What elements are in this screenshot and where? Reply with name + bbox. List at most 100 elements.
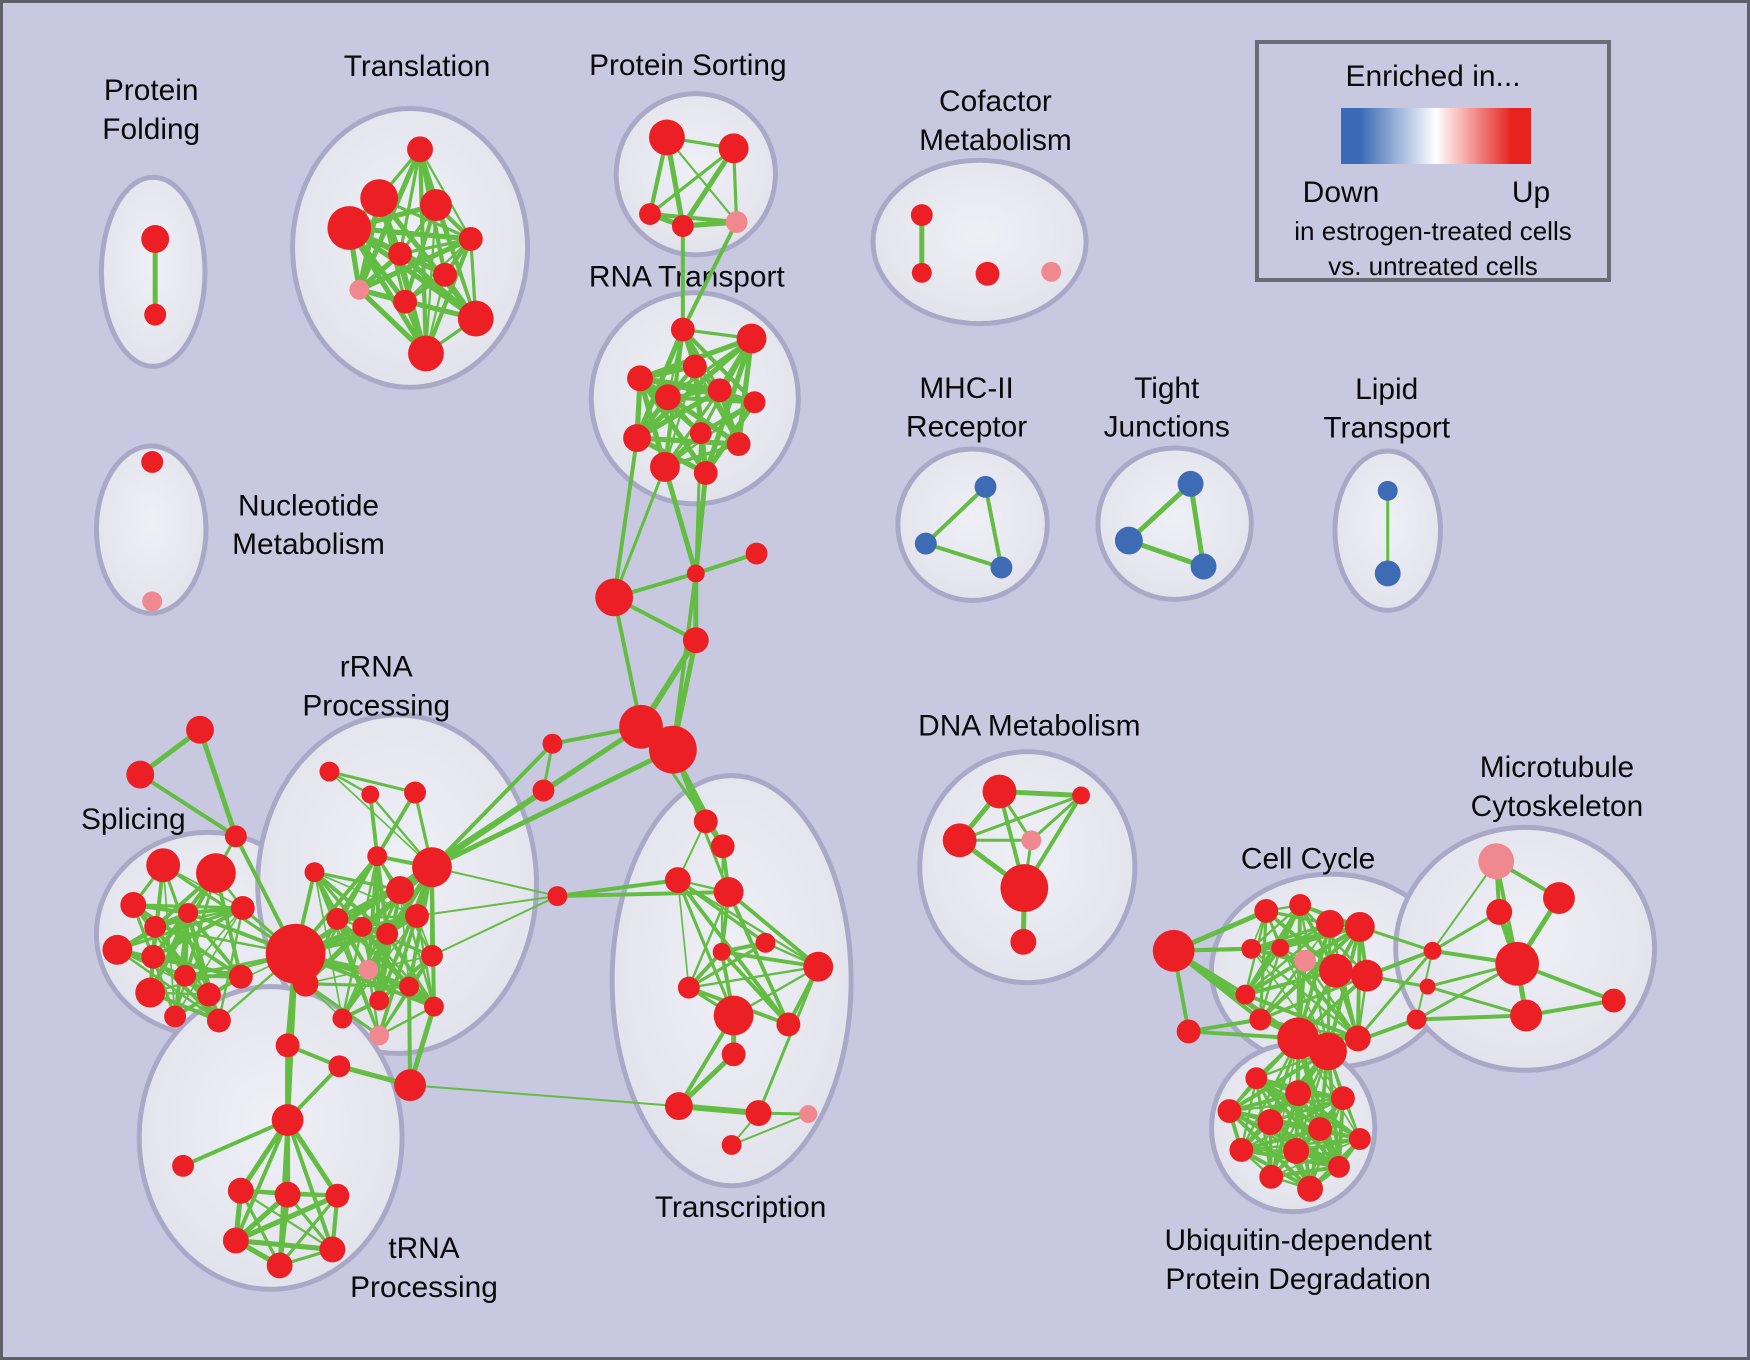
node-c4[interactable]: [542, 733, 563, 754]
node-m3[interactable]: [1486, 899, 1513, 925]
node-s3[interactable]: [120, 892, 147, 918]
node-c5[interactable]: [532, 779, 555, 802]
node-cc9[interactable]: [1350, 959, 1383, 992]
node-d6[interactable]: [1010, 928, 1037, 955]
node-tj1[interactable]: [1177, 470, 1204, 497]
node-r19[interactable]: [423, 996, 444, 1017]
node-u12[interactable]: [1297, 1175, 1324, 1202]
node-lp2[interactable]: [1374, 560, 1401, 587]
node-tf[interactable]: [266, 1252, 293, 1279]
node-t3[interactable]: [420, 189, 452, 222]
node-r20[interactable]: [369, 1025, 390, 1046]
node-rt12[interactable]: [693, 460, 718, 485]
node-d5[interactable]: [1000, 864, 1049, 912]
node-t6[interactable]: [388, 241, 413, 266]
node-lp1[interactable]: [1377, 480, 1398, 501]
node-th[interactable]: [271, 1104, 304, 1136]
node-k2[interactable]: [1419, 978, 1436, 995]
node-s1[interactable]: [146, 848, 181, 883]
node-tx1[interactable]: [693, 809, 718, 834]
node-u6[interactable]: [1308, 1117, 1332, 1141]
node-rt1[interactable]: [670, 317, 695, 342]
node-t9[interactable]: [393, 289, 418, 314]
node-ps5[interactable]: [725, 211, 748, 233]
node-n2[interactable]: [142, 591, 163, 612]
node-mh1[interactable]: [974, 475, 997, 498]
node-rt9[interactable]: [689, 422, 712, 445]
node-u5[interactable]: [1257, 1109, 1284, 1135]
node-tx9[interactable]: [713, 995, 754, 1036]
node-tj2[interactable]: [1114, 526, 1143, 555]
node-r11[interactable]: [326, 907, 349, 930]
node-s2[interactable]: [196, 853, 236, 894]
node-tx13[interactable]: [745, 1100, 772, 1127]
node-tx8[interactable]: [803, 951, 834, 982]
node-r5[interactable]: [404, 781, 426, 804]
node-rb1[interactable]: [275, 1033, 300, 1058]
node-t5[interactable]: [458, 227, 483, 251]
node-s4[interactable]: [178, 903, 198, 923]
node-t7[interactable]: [432, 262, 457, 287]
node-s13[interactable]: [164, 1005, 187, 1028]
node-cf4[interactable]: [1041, 261, 1062, 282]
node-u1[interactable]: [1245, 1067, 1268, 1090]
node-rt6[interactable]: [707, 378, 732, 403]
node-rt5[interactable]: [654, 384, 681, 411]
node-r16[interactable]: [399, 976, 420, 997]
node-rt11[interactable]: [649, 452, 680, 482]
node-d1[interactable]: [982, 774, 1017, 809]
node-cch[interactable]: [1152, 929, 1195, 972]
node-d2[interactable]: [1072, 786, 1091, 805]
node-cc10[interactable]: [1235, 984, 1256, 1005]
node-cc4[interactable]: [1344, 911, 1375, 942]
node-d4[interactable]: [1021, 830, 1042, 851]
node-s8[interactable]: [141, 944, 166, 969]
node-ps2[interactable]: [718, 133, 749, 164]
node-ps3[interactable]: [639, 203, 661, 226]
node-r13[interactable]: [376, 922, 399, 945]
node-m2[interactable]: [1543, 882, 1575, 914]
node-pf1[interactable]: [141, 225, 170, 253]
node-t8[interactable]: [349, 279, 370, 300]
node-r9[interactable]: [412, 847, 452, 888]
node-cj[interactable]: [686, 564, 705, 583]
node-r17[interactable]: [369, 990, 390, 1011]
node-rb3[interactable]: [394, 1069, 426, 1102]
node-rt8[interactable]: [623, 424, 651, 453]
node-u3[interactable]: [1330, 1086, 1355, 1111]
node-s6[interactable]: [144, 915, 167, 938]
node-ps4[interactable]: [671, 215, 694, 237]
node-tr1[interactable]: [186, 715, 214, 744]
node-r18[interactable]: [332, 1008, 353, 1029]
node-c1[interactable]: [595, 578, 634, 617]
node-tx11[interactable]: [721, 1042, 746, 1067]
node-cc6[interactable]: [1271, 938, 1290, 957]
node-s5[interactable]: [230, 896, 255, 920]
node-c3[interactable]: [682, 627, 709, 654]
node-mh2[interactable]: [914, 532, 937, 555]
node-td[interactable]: [222, 1227, 249, 1254]
node-u7[interactable]: [1348, 1128, 1371, 1150]
node-t1[interactable]: [407, 136, 433, 163]
node-rt10[interactable]: [726, 432, 751, 456]
node-s12[interactable]: [228, 964, 253, 989]
node-tiso[interactable]: [172, 1154, 195, 1177]
node-t11[interactable]: [408, 335, 444, 372]
node-rconn[interactable]: [547, 886, 568, 906]
node-cc3[interactable]: [1316, 909, 1344, 938]
node-r6[interactable]: [304, 862, 325, 883]
node-tx6[interactable]: [712, 942, 731, 961]
node-s14[interactable]: [206, 1008, 231, 1033]
node-cc13[interactable]: [1309, 1032, 1347, 1071]
node-s10[interactable]: [135, 977, 166, 1008]
node-cf1[interactable]: [910, 204, 933, 227]
node-s11[interactable]: [197, 982, 221, 1007]
node-s9[interactable]: [174, 964, 197, 987]
node-r7[interactable]: [367, 846, 388, 867]
node-rb2[interactable]: [328, 1055, 351, 1078]
node-tx3[interactable]: [664, 867, 691, 894]
node-rt4[interactable]: [627, 365, 653, 392]
node-rt7[interactable]: [743, 391, 766, 414]
node-s7[interactable]: [102, 934, 133, 965]
node-tx2[interactable]: [710, 834, 735, 859]
